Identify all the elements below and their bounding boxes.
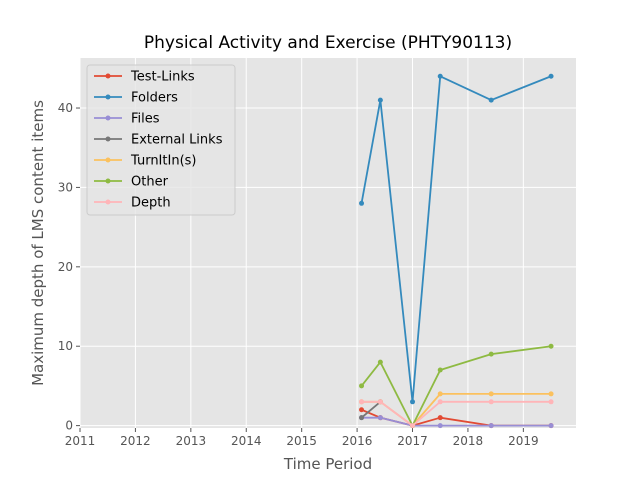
data-point-folders xyxy=(359,200,365,206)
x-tick-label: 2016 xyxy=(342,434,373,448)
legend-item-other: Other xyxy=(94,175,169,190)
legend-label: Depth xyxy=(131,196,171,211)
data-point-turnitin-s xyxy=(548,391,554,397)
x-tick-label: 2013 xyxy=(176,434,207,448)
legend-item-folders: Folders xyxy=(94,91,178,106)
series-line-other xyxy=(360,345,552,427)
series-depth xyxy=(359,399,554,429)
x-tick-label: 2011 xyxy=(65,434,96,448)
data-point-other xyxy=(548,343,554,349)
data-point-depth xyxy=(548,399,554,405)
data-point-other xyxy=(377,359,383,365)
y-tick-label: 20 xyxy=(58,260,73,274)
y-tick-label: 30 xyxy=(58,180,73,194)
data-point-other xyxy=(437,367,443,373)
legend-marker xyxy=(105,157,111,163)
x-tick-label: 2012 xyxy=(120,434,151,448)
data-point-depth xyxy=(377,399,383,405)
legend-marker xyxy=(105,178,111,184)
data-point-files xyxy=(377,415,383,421)
legend-item-files: Files xyxy=(94,112,160,127)
data-point-test-links xyxy=(437,415,443,421)
legend-marker xyxy=(105,199,111,205)
series-line-depth xyxy=(361,400,552,427)
series-line-files xyxy=(361,416,552,427)
x-axis-ticks: 2011 2012 2013 2014 2015 2016 2017 2018 2019 xyxy=(65,428,539,448)
x-tick-label: 2014 xyxy=(231,434,262,448)
data-point-folders xyxy=(377,97,383,103)
data-point-turnitin-s xyxy=(437,391,443,397)
data-point-test-links xyxy=(359,407,365,413)
data-point-folders xyxy=(437,73,443,79)
x-tick-label: 2019 xyxy=(508,434,539,448)
data-point-depth xyxy=(359,399,365,405)
data-point-folders xyxy=(548,73,554,79)
x-axis-label: Time Period xyxy=(283,455,372,473)
legend-marker xyxy=(105,115,111,121)
legend-marker xyxy=(105,73,111,79)
data-point-folders xyxy=(410,399,416,405)
x-tick-label: 2018 xyxy=(453,434,484,448)
y-tick-label: 10 xyxy=(58,339,73,353)
legend-marker xyxy=(105,94,111,100)
data-point-depth xyxy=(410,423,416,429)
y-tick-label: 0 xyxy=(65,419,73,433)
legend-item-turnitin-s: TurnItIn(s) xyxy=(94,154,196,169)
y-axis-label: Maximum depth of LMS content items xyxy=(29,100,47,386)
legend-item-depth: Depth xyxy=(94,196,171,211)
data-point-turnitin-s xyxy=(488,391,494,397)
legend: Test-Links Folders Files External Links Turn… xyxy=(86,64,236,216)
legend-marker xyxy=(105,136,111,142)
series-line-folders xyxy=(360,75,552,403)
data-point-other xyxy=(359,383,365,389)
y-axis-ticks: 0 10 20 30 40 xyxy=(58,101,80,433)
x-tick-label: 2017 xyxy=(397,434,428,448)
legend-item-test-links: Test-Links xyxy=(94,70,195,85)
data-point-depth xyxy=(488,399,494,405)
data-point-files xyxy=(437,423,443,429)
data-point-files xyxy=(488,423,494,429)
legend-label: External Links xyxy=(131,133,223,148)
series-folders xyxy=(359,73,554,405)
chart-title: Physical Activity and Exercise (PHTY9011… xyxy=(144,33,512,53)
series-layer xyxy=(359,73,554,429)
legend-frame xyxy=(86,64,236,216)
data-point-depth xyxy=(437,399,443,405)
data-point-external-links xyxy=(359,415,365,421)
data-point-files xyxy=(548,423,554,429)
legend-item-external-links: External Links xyxy=(94,133,223,148)
legend-label: Test-Links xyxy=(130,70,195,85)
data-point-folders xyxy=(488,97,494,103)
legend-label: TurnItIn(s) xyxy=(130,154,196,169)
data-point-other xyxy=(488,351,494,357)
series-line-external-links xyxy=(360,401,381,419)
legend-label: Other xyxy=(131,175,169,190)
x-tick-label: 2015 xyxy=(286,434,317,448)
legend-label: Folders xyxy=(131,91,178,106)
legend-label: Files xyxy=(131,112,160,127)
y-tick-label: 40 xyxy=(58,101,73,115)
